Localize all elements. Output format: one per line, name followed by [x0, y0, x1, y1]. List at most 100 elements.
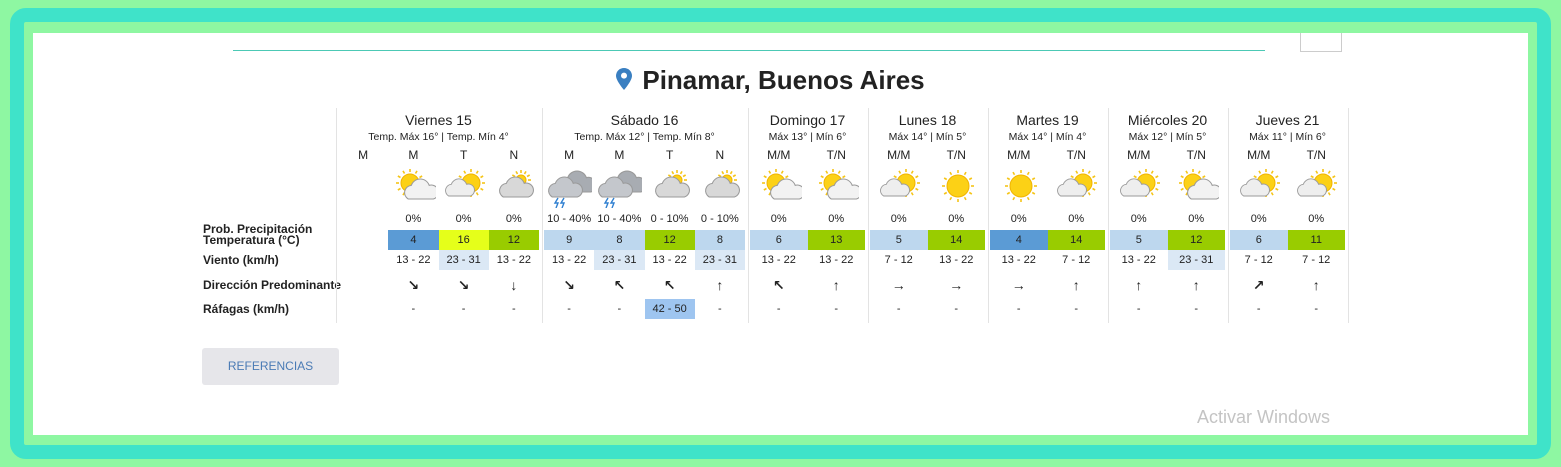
pin-icon: [616, 68, 633, 90]
prob: 0%: [1010, 213, 1027, 225]
divider: [233, 50, 1265, 51]
wind: 13 - 22: [652, 254, 687, 266]
direction: ↑: [1192, 277, 1200, 293]
icon-cloud: [654, 170, 690, 198]
day-name: Lunes 18: [898, 112, 957, 128]
weather-icon: [695, 168, 745, 208]
period-label: M: [564, 148, 575, 162]
period-label: N: [509, 148, 519, 162]
icon-sun-cloud: [819, 169, 863, 200]
column-separator: [748, 108, 749, 323]
wind: 13 - 22: [761, 254, 796, 266]
weather-icon: [1048, 168, 1106, 208]
prob: 10 - 40%: [547, 213, 592, 225]
gust: -: [896, 303, 901, 315]
day-name: Martes 19: [1016, 112, 1079, 128]
gust: 42 - 50: [644, 299, 695, 319]
icon-storm: [548, 170, 597, 209]
weather-icon: [870, 168, 928, 208]
wind: 13 - 22: [552, 254, 587, 266]
button[interactable]: REFERENCIAS: [202, 348, 339, 385]
watermark: Activar Windows: [1197, 407, 1331, 427]
row-label: Prob. Precipitación: [203, 222, 313, 236]
gust: -: [512, 303, 516, 315]
column-separator: [868, 108, 869, 323]
prob: 0 - 10%: [700, 213, 739, 225]
day-temps: Temp. Máx 16° | Temp. Mín 4°: [368, 131, 509, 143]
gust: -: [461, 303, 466, 315]
icon-cloud-sun: [444, 169, 485, 197]
gust: -: [1194, 303, 1199, 315]
temp: 12: [1167, 230, 1225, 250]
icon-cloud-sun: [1057, 169, 1098, 197]
day-name: Viernes 15: [405, 112, 472, 128]
direction: ↖: [613, 277, 626, 293]
direction: ↑: [1072, 277, 1080, 293]
box: [1300, 33, 1342, 52]
day-temps: Máx 14° | Mín 5°: [888, 131, 967, 143]
prob: 0%: [948, 213, 965, 225]
wind: 13 - 22: [496, 254, 531, 266]
row-label: Temperatura (°C): [203, 233, 300, 247]
prob: 0%: [455, 213, 472, 225]
gust: -: [1256, 303, 1261, 315]
temp: 11: [1287, 230, 1345, 250]
wind: 23 - 31: [694, 250, 745, 270]
temp: 4: [388, 230, 439, 250]
wind: 7 - 12: [1062, 254, 1091, 266]
icon-storm: [598, 170, 647, 209]
direction: ↘: [457, 277, 470, 293]
weather-icon: [990, 168, 1048, 208]
column-separator: [1348, 108, 1349, 323]
weather-icon: [489, 168, 539, 208]
weather-icon: [808, 168, 866, 208]
wind: 23 - 31: [1167, 250, 1225, 270]
day-temps: Temp. Máx 12° | Temp. Mín 8°: [574, 131, 715, 143]
row-label: Viento (km/h): [203, 253, 279, 267]
temp: 6: [750, 230, 808, 250]
direction: ↑: [1135, 277, 1143, 293]
gust: -: [617, 303, 622, 315]
direction: ↑: [832, 277, 840, 293]
title-text: Pinamar, Buenos Aires: [642, 65, 925, 95]
row-label: Ráfagas (km/h): [203, 302, 290, 316]
period-label: M: [358, 148, 369, 162]
column-separator: [1228, 108, 1229, 323]
wind: 7 - 12: [884, 254, 913, 266]
day-name: Jueves 21: [1255, 112, 1320, 128]
period-label: M/M: [1127, 148, 1151, 162]
period-label: T: [459, 148, 468, 162]
prob: 0%: [828, 213, 845, 225]
column-separator: [1108, 108, 1109, 323]
prob: 0%: [1308, 213, 1325, 225]
weather-icon: [388, 168, 440, 208]
temp: 13: [807, 230, 865, 250]
gust: -: [718, 303, 722, 315]
prob: 0%: [890, 213, 907, 225]
period-label: M/M: [887, 148, 911, 162]
period-label: T/N: [1066, 148, 1086, 162]
prob: 0%: [770, 213, 787, 225]
direction: ↑: [1312, 277, 1320, 293]
period-label: T: [665, 148, 674, 162]
page: Pinamar, Buenos Aires REFERENCIAS Activa…: [33, 33, 1528, 435]
period-label: M: [614, 148, 625, 162]
day-temps: Máx 14° | Mín 4°: [1008, 131, 1087, 143]
direction: ↗: [1252, 277, 1265, 293]
period-label: M/M: [1247, 148, 1271, 162]
temp: 8: [694, 230, 745, 250]
wind: 23 - 31: [594, 250, 645, 270]
day-name: Domingo 17: [769, 112, 846, 128]
icon-cloud-sun: [1297, 169, 1338, 197]
wind: 13 - 22: [1001, 254, 1036, 266]
wind: 13 - 22: [939, 254, 974, 266]
weather-icon: [544, 168, 597, 209]
gust: -: [776, 303, 781, 315]
temp: 12: [644, 230, 695, 250]
direction: ↓: [510, 277, 518, 293]
direction: ↖: [663, 277, 676, 293]
period-label: M/M: [1007, 148, 1031, 162]
day-temps: Máx 11° | Mín 6°: [1249, 131, 1326, 143]
direction: ↘: [563, 277, 575, 293]
